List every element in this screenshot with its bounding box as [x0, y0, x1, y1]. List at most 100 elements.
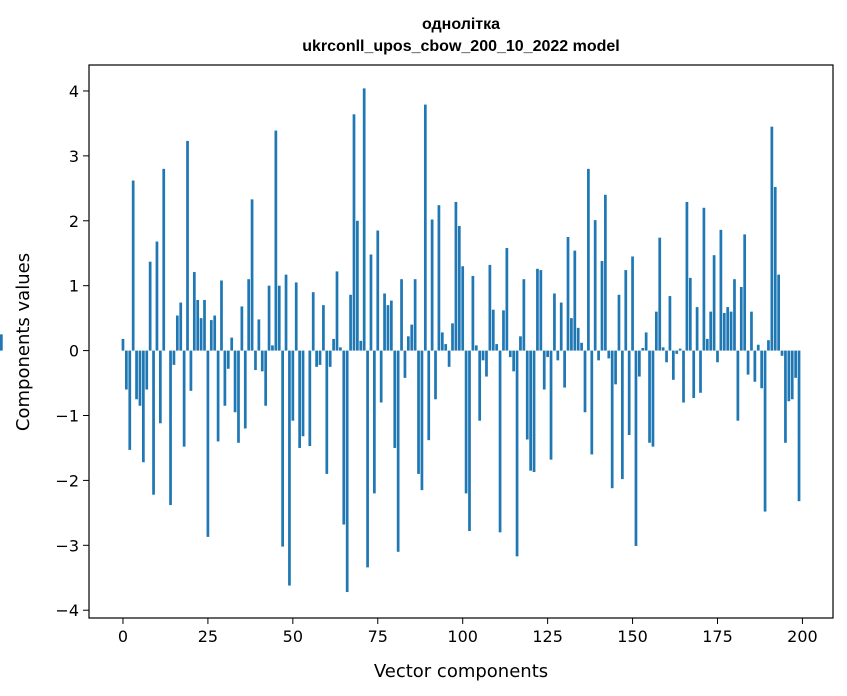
bar: [461, 266, 465, 351]
bar: [695, 307, 699, 351]
bar: [522, 279, 526, 351]
y-tick-label: 4: [69, 82, 79, 101]
bar: [243, 350, 247, 429]
bar: [430, 219, 434, 351]
bar: [400, 279, 403, 351]
bar: [566, 237, 570, 351]
x-tick-label: 25: [198, 627, 218, 646]
bar: [733, 279, 736, 351]
y-tick-label: −2: [55, 471, 79, 490]
bar: [284, 274, 288, 351]
bar: [559, 302, 563, 351]
bar: [767, 340, 770, 351]
bar: [325, 350, 329, 474]
bars-group: [0, 88, 801, 593]
bar: [220, 280, 223, 351]
bar: [583, 350, 587, 413]
bar: [226, 350, 230, 369]
bar: [169, 350, 172, 506]
bar: [175, 315, 179, 351]
bar: [780, 350, 784, 356]
bar: [641, 347, 645, 351]
bar: [468, 350, 471, 532]
bar: [298, 350, 301, 448]
bar: [590, 350, 594, 455]
bar: [529, 350, 532, 471]
bar: [413, 279, 417, 351]
bar: [444, 344, 448, 351]
bar: [203, 299, 206, 351]
y-tick-label: −1: [55, 406, 79, 425]
bar: [542, 350, 546, 390]
bar: [131, 180, 135, 351]
bar: [230, 337, 234, 351]
bar: [610, 350, 614, 489]
bar: [485, 350, 488, 377]
bar: [291, 350, 295, 421]
bar: [464, 350, 468, 494]
bar: [349, 294, 352, 351]
bar: [308, 350, 312, 446]
bar: [209, 320, 213, 351]
bar: [379, 350, 383, 403]
bar: [604, 194, 607, 351]
bar: [332, 338, 335, 351]
bar: [651, 350, 655, 447]
bar: [617, 294, 621, 351]
y-tick-label: −4: [55, 601, 79, 620]
bar: [254, 350, 257, 371]
bar: [359, 340, 363, 351]
bar: [726, 307, 730, 351]
bar: [233, 350, 237, 413]
bar: [410, 324, 414, 351]
bar: [763, 350, 767, 512]
bar: [376, 230, 380, 351]
bar: [644, 332, 648, 351]
bar: [508, 350, 512, 358]
bar: [539, 270, 543, 351]
bar: [556, 350, 560, 361]
bar: [549, 350, 553, 460]
bar: [434, 350, 437, 400]
bar: [712, 255, 716, 351]
bar: [709, 311, 713, 351]
x-axis-label: Vector components: [374, 661, 548, 682]
bar: [423, 104, 427, 351]
bar: [206, 350, 210, 537]
bar: [685, 201, 689, 351]
bar: [692, 350, 696, 398]
bar: [356, 220, 359, 351]
x-tick-label: 0: [118, 627, 128, 646]
bar: [135, 350, 138, 400]
bar: [342, 350, 346, 525]
bar: [570, 318, 573, 351]
x-tick-label: 100: [447, 627, 478, 646]
bar: [383, 293, 386, 351]
bar: [145, 350, 149, 390]
bar: [525, 350, 529, 440]
bar: [563, 350, 566, 388]
bar: [182, 350, 186, 447]
bar: [294, 282, 298, 351]
bar: [172, 350, 176, 365]
bar: [682, 350, 685, 403]
bar: [638, 350, 641, 377]
chart-title-line2: ukrconll_upos_cbow_200_10_2022 model: [302, 38, 619, 55]
y-tick-label: 1: [69, 277, 79, 296]
bar: [478, 350, 482, 421]
bar: [729, 311, 733, 351]
bar: [576, 327, 580, 351]
bar: [440, 332, 444, 351]
bar: [600, 261, 604, 351]
bar: [790, 350, 794, 400]
bar: [457, 225, 461, 351]
bar: [196, 299, 200, 351]
bar: [393, 350, 397, 448]
bar: [417, 350, 420, 474]
bar: [362, 88, 366, 351]
bar: [587, 168, 590, 351]
bar: [301, 350, 305, 437]
bar: [665, 350, 668, 363]
